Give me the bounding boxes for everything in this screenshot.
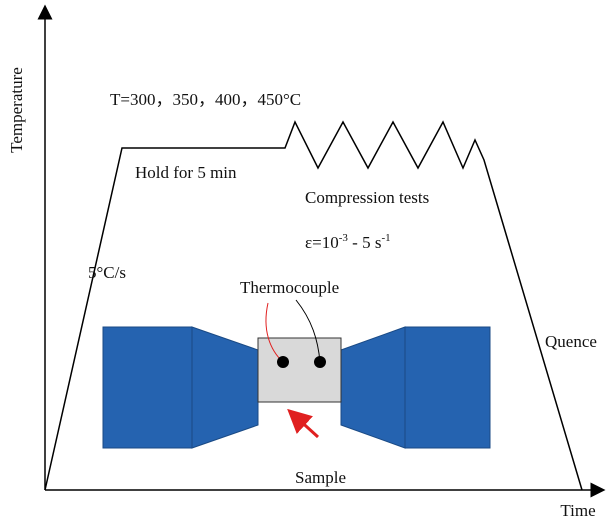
y-label: Temperature: [7, 67, 26, 153]
thermocouple-label: Thermocouple: [240, 278, 339, 297]
compression-label: Compression tests: [305, 188, 429, 207]
x-label: Time: [560, 501, 595, 520]
sample-label: Sample: [295, 468, 346, 487]
temperatures: T=300，350，400，450°C: [110, 90, 301, 109]
thermocouple-point: [314, 356, 326, 368]
wire-black: [295, 299, 321, 363]
strain-rate: ε=10-3 - 5 s-1: [305, 232, 391, 252]
thermocouple-point: [277, 356, 289, 368]
temperature-profile: [44, 120, 583, 491]
sample: [257, 337, 342, 403]
hold-label: Hold for 5 min: [135, 163, 237, 182]
quench-label: Quence: [545, 332, 597, 351]
sample-arrow: [287, 408, 320, 439]
heating-rate: 5°C/s: [88, 263, 126, 282]
